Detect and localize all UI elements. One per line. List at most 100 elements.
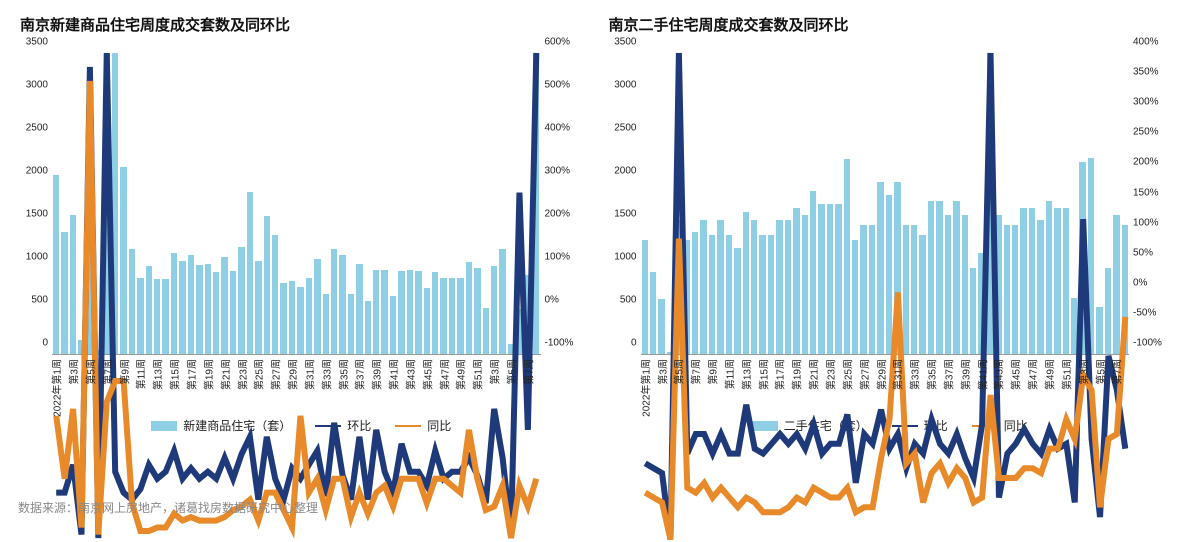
xlabel: 第3周 [66,359,81,385]
xlabel: 第47周 [436,359,451,390]
ytick-left: 2000 [607,166,637,177]
xlabel: 第21周 [217,359,232,390]
xlabel: 第31周 [301,359,316,390]
xlabel: 第47周 [1025,359,1040,390]
xlabel: 第7周 [688,359,703,385]
panel-left: 南京新建商品住宅周度成交套数及同环比 050010001500200025003… [18,10,585,434]
xlabel: 第17周 [772,359,787,390]
xlabel: 第37周 [352,359,367,390]
xlabel: 第31周 [890,359,905,390]
page: 南京新建商品住宅周度成交套数及同环比 050010001500200025003… [0,0,1191,522]
xlabel: 第41周 [386,359,401,390]
xlabel: 第43周 [402,359,417,390]
ytick-right: 50% [1133,247,1173,258]
xlabel: 第23周 [234,359,249,390]
xlabel: 第33周 [318,359,333,390]
xlabel: 第7周 [99,359,114,385]
xlabel: 第11周 [133,359,148,389]
ytick-left: 0 [607,338,637,349]
ytick-left: 1000 [18,252,48,263]
xlabel: 第37周 [940,359,955,390]
chart-left: 0500100015002000250030003500-100%0%100%2… [18,53,585,413]
ytick-left: 2500 [18,123,48,134]
xlabel: 第35周 [335,359,350,390]
ytick-left: 500 [607,295,637,306]
xlabel: 第29周 [285,359,300,390]
ytick-right: 300% [1133,97,1173,108]
ytick-left: 500 [18,295,48,306]
ytick-left: 0 [18,338,48,349]
ytick-right: 400% [1133,37,1173,48]
xlabel: 第25周 [251,359,266,390]
ytick-right: 600% [545,37,585,48]
ytick-right: 150% [1133,187,1173,198]
ytick-right: 0% [545,295,585,306]
xlabel: 第17周 [183,359,198,390]
panels-row: 南京新建商品住宅周度成交套数及同环比 050010001500200025003… [18,10,1173,434]
ytick-right: 300% [545,166,585,177]
xlabel: 第7周 [520,359,535,385]
xlabel: 第33周 [907,359,922,390]
xlabel: 第5周 [1092,359,1107,385]
line-hb [645,53,1125,540]
xlabel: 第49周 [453,359,468,390]
xlabel: 第35周 [924,359,939,390]
plot-right: 0500100015002000250030003500-100%-50%0%5… [641,53,1130,355]
line-tb [56,81,536,538]
chart-right: 0500100015002000250030003500-100%-50%0%5… [607,53,1174,413]
xlabel: 第45周 [1008,359,1023,390]
ytick-right: 400% [545,123,585,134]
ytick-left: 1500 [607,209,637,220]
xlabel: 第13周 [738,359,753,390]
ytick-left: 1000 [607,252,637,263]
xlabel: 第3周 [487,359,502,385]
xlabel: 第39周 [369,359,384,390]
ytick-right: 200% [1133,157,1173,168]
xlabel: 第41周 [974,359,989,390]
xlabel: 第3周 [654,359,669,385]
ytick-right: 200% [545,209,585,220]
ytick-left: 2000 [18,166,48,177]
xlabel: 第13周 [150,359,165,390]
xlabel: 第7周 [1109,359,1124,385]
xlabel: 第49周 [1041,359,1056,390]
panel-title-left: 南京新建商品住宅周度成交套数及同环比 [20,14,585,35]
ytick-left: 2500 [607,123,637,134]
xlabel: 第25周 [839,359,854,390]
lines-layer [641,53,1130,542]
xlabel: 第3周 [1075,359,1090,385]
xlabel: 第19周 [200,359,215,390]
xlabel: 第21周 [806,359,821,390]
ytick-left: 1500 [18,209,48,220]
lines-layer [52,53,541,542]
ytick-left: 3000 [18,80,48,91]
ytick-right: 350% [1133,67,1173,78]
plot-left: 0500100015002000250030003500-100%0%100%2… [52,53,541,355]
ytick-right: -100% [545,338,585,349]
xlabel: 第5周 [82,359,97,385]
xlabel: 第9周 [116,359,131,385]
xlabel: 第15周 [167,359,182,390]
ytick-right: 100% [545,252,585,263]
ytick-right: 500% [545,80,585,91]
panel-title-right: 南京二手住宅周度成交套数及同环比 [609,14,1174,35]
xlabel: 第29周 [873,359,888,390]
ytick-right: -50% [1133,307,1173,318]
ytick-right: -100% [1133,338,1173,349]
xlabel: 第27周 [268,359,283,390]
xlabel: 第23周 [823,359,838,390]
xlabel: 第9周 [705,359,720,385]
xlabel: 2022年第1周 [637,359,652,417]
xlabel: 第45周 [419,359,434,390]
ytick-right: 0% [1133,277,1173,288]
xlabel: 2022年第1周 [49,359,64,417]
xlabel: 第39周 [957,359,972,390]
xlabel: 第27周 [856,359,871,390]
xlabels-left: 2022年第1周第3周第5周第7周第9周第11周第13周第15周第17周第19周… [52,357,541,413]
panel-right: 南京二手住宅周度成交套数及同环比 05001000150020002500300… [607,10,1174,434]
source-footer: 数据来源：南京网上房地产，诸葛找房数据研究中心整理 [18,499,318,516]
ytick-right: 250% [1133,127,1173,138]
xlabel: 第43周 [991,359,1006,390]
ytick-left: 3500 [18,37,48,48]
ytick-left: 3000 [607,80,637,91]
